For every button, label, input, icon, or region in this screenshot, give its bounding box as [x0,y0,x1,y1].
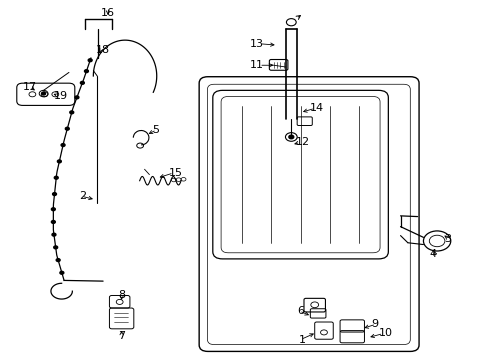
Circle shape [288,135,293,139]
Circle shape [70,111,74,114]
Circle shape [51,221,55,223]
Text: 11: 11 [249,60,264,70]
Text: 15: 15 [168,168,183,178]
Circle shape [53,193,56,195]
Text: 4: 4 [429,248,436,258]
Text: 5: 5 [152,125,159,135]
Circle shape [84,70,88,73]
Text: 16: 16 [101,8,115,18]
Text: 18: 18 [96,45,110,55]
Circle shape [88,59,92,62]
Circle shape [61,144,65,147]
Circle shape [41,92,45,95]
Circle shape [75,96,79,99]
Text: 13: 13 [249,39,264,49]
Circle shape [54,176,58,179]
Text: 14: 14 [310,103,324,113]
Text: 2: 2 [79,191,86,201]
Text: 9: 9 [370,319,378,329]
Circle shape [57,160,61,163]
Text: 7: 7 [118,331,125,341]
Text: 6: 6 [296,306,304,316]
Circle shape [56,258,60,261]
Text: 19: 19 [53,91,67,101]
Circle shape [51,208,55,211]
Text: 1: 1 [298,334,305,345]
Text: 10: 10 [378,328,392,338]
Text: 3: 3 [444,234,450,244]
Circle shape [80,81,84,84]
Circle shape [65,127,69,130]
Text: 8: 8 [118,290,125,300]
Text: 17: 17 [23,82,37,92]
Circle shape [52,233,56,236]
Circle shape [60,271,63,274]
Text: 12: 12 [295,138,309,147]
Circle shape [54,246,58,249]
